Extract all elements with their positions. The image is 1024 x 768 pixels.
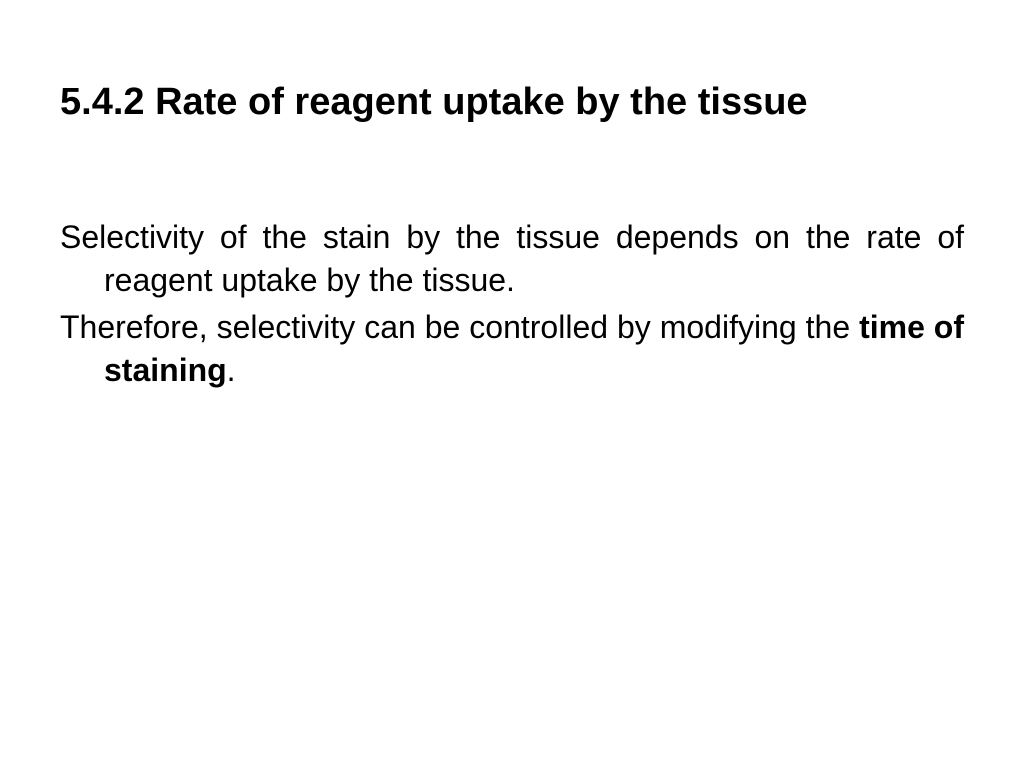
paragraph-1: Selectivity of the stain by the tissue d… [60, 216, 964, 302]
slide-title: 5.4.2 Rate of reagent uptake by the tiss… [60, 80, 964, 126]
slide-container: 5.4.2 Rate of reagent uptake by the tiss… [0, 0, 1024, 768]
paragraph-2-prefix: Therefore, selectivity can be controlled… [60, 309, 859, 345]
slide-body: Selectivity of the stain by the tissue d… [60, 216, 964, 393]
paragraph-2: Therefore, selectivity can be controlled… [60, 306, 964, 392]
paragraph-2-suffix: . [227, 352, 236, 388]
